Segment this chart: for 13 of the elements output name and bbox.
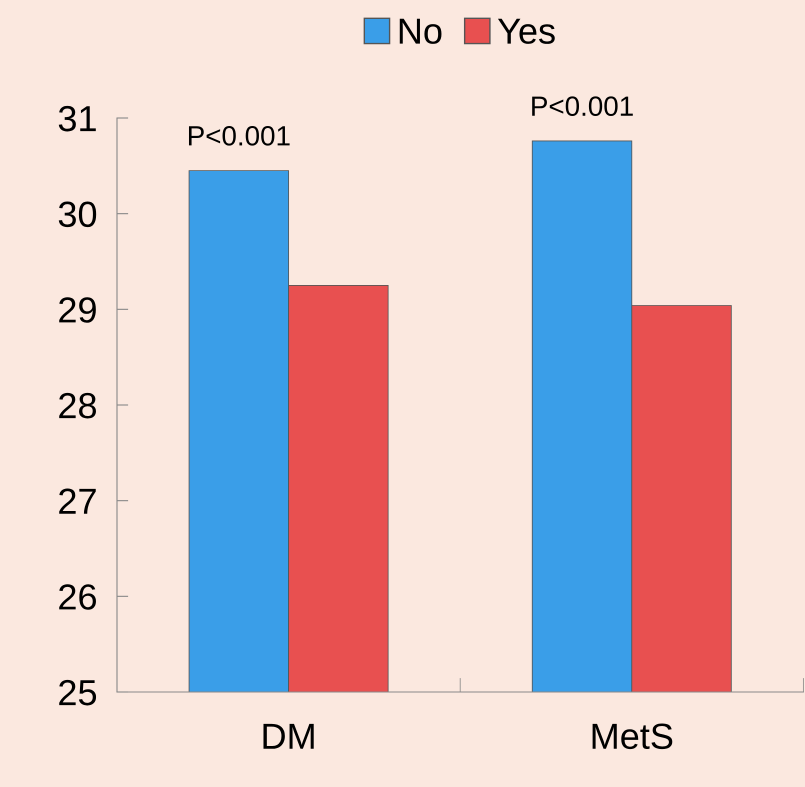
legend-label: Yes (498, 18, 555, 44)
x-tick-label: DM (263, 724, 314, 749)
y-tick-label: 28 (59, 392, 96, 418)
y-tick-label: 29 (59, 297, 96, 323)
y-tick-label: 25 (59, 680, 96, 706)
y-tick-label: 27 (59, 488, 96, 514)
annotation: P<0.001 (188, 126, 290, 146)
legend-label: No (400, 18, 442, 44)
text: P<0.001 (532, 96, 633, 116)
y-tick-label: 31 (58, 106, 96, 132)
y-tick-label: 30 (58, 202, 96, 228)
x-tick-label: MetS (592, 724, 672, 750)
y-tick-label: 26 (59, 584, 96, 610)
